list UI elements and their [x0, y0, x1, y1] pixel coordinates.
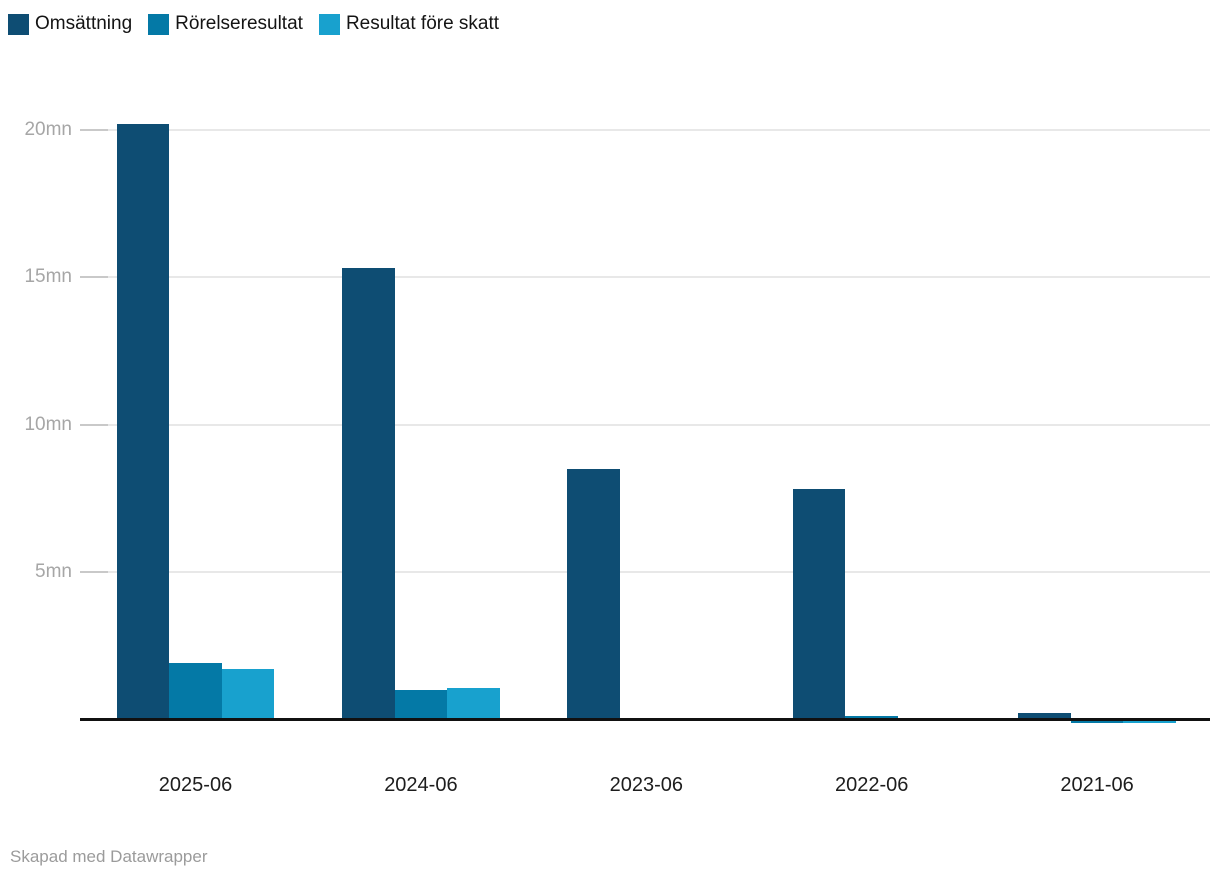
legend: Omsättning Rörelseresultat Resultat före… — [8, 13, 499, 35]
y-axis-tick-label: 15mn — [24, 266, 72, 288]
legend-swatch-omsattning — [8, 13, 29, 35]
datawrapper-credit: Skapad med Datawrapper — [10, 847, 208, 866]
y-axis-tick — [80, 570, 108, 573]
bar-2024-06-series-1[interactable] — [394, 689, 448, 719]
x-axis-label: 2023-06 — [609, 774, 683, 796]
bar-2024-06-series-0[interactable] — [342, 268, 395, 719]
bar-2022-06-series-0[interactable] — [792, 489, 846, 719]
bar-2025-06-series-0[interactable] — [116, 124, 170, 719]
x-axis-label: 2022-06 — [834, 774, 909, 796]
legend-item-resultat-fore-skatt: Resultat före skatt — [318, 13, 500, 35]
y-axis-tick — [80, 276, 108, 279]
y-gridline — [80, 276, 1210, 279]
y-axis-tick-label: 10mn — [24, 413, 72, 435]
bar-2025-06-series-1[interactable] — [169, 663, 222, 719]
legend-item-rorelseresultat: Rörelseresultat — [148, 13, 303, 35]
x-axis-label: 2021-06 — [1060, 774, 1134, 796]
legend-label: Resultat före skatt — [345, 13, 500, 34]
y-axis-tick-label: 20mn — [24, 119, 72, 140]
x-axis-line — [80, 718, 1210, 721]
y-axis-tick — [80, 423, 108, 426]
legend-label: Omsättning — [35, 13, 133, 34]
y-gridline — [80, 423, 1210, 426]
legend-swatch-rorelseresultat — [148, 13, 170, 35]
bar-2025-06-series-2[interactable] — [221, 668, 275, 719]
legend-item-omsattning: Omsättning — [8, 13, 132, 35]
bar-2021-06-series-0[interactable] — [1018, 713, 1071, 719]
bar-2021-06-series-2[interactable] — [1123, 721, 1176, 723]
y-gridline — [80, 129, 1210, 131]
y-gridline — [80, 570, 1210, 573]
y-axis-tick — [80, 129, 108, 131]
bar-2021-06-series-1[interactable] — [1070, 721, 1124, 723]
bar-2023-06-series-0[interactable] — [567, 468, 620, 719]
y-axis-tick-label: 5mn — [35, 560, 72, 582]
x-axis-label: 2025-06 — [158, 774, 233, 796]
bar-2024-06-series-2[interactable] — [447, 688, 500, 719]
bar-2022-06-series-1[interactable] — [845, 716, 898, 719]
legend-swatch-resultat-fore-skatt — [318, 13, 340, 35]
legend-label: Rörelseresultat — [175, 13, 303, 34]
x-axis-label: 2024-06 — [384, 774, 458, 796]
